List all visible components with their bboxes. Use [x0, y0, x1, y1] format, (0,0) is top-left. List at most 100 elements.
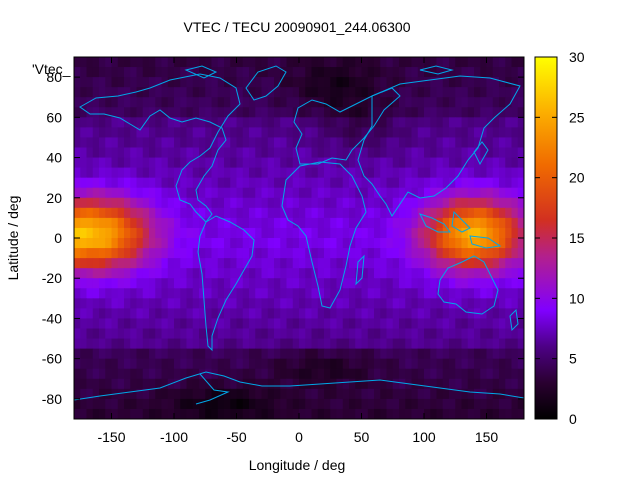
heatmap-cell — [442, 318, 450, 330]
heatmap-cell — [417, 167, 425, 179]
heatmap-cell — [161, 368, 169, 380]
heatmap-cell — [392, 298, 400, 309]
heatmap-cell — [117, 258, 125, 269]
heatmap-cell — [280, 348, 288, 360]
heatmap-cell — [167, 77, 175, 88]
heatmap-cell — [355, 77, 363, 88]
heatmap-cell — [380, 328, 388, 340]
heatmap-cell — [80, 338, 88, 350]
heatmap-cell — [299, 157, 306, 169]
heatmap-cell — [205, 167, 213, 179]
heatmap-cell — [255, 97, 263, 108]
heatmap-cell — [474, 318, 481, 330]
heatmap-cell — [267, 107, 275, 118]
heatmap-cell — [92, 157, 100, 169]
heatmap-cell — [124, 107, 131, 118]
heatmap-cell — [105, 348, 113, 360]
heatmap-cell — [311, 308, 319, 320]
heatmap-cell — [436, 248, 444, 259]
heatmap-cell — [255, 57, 263, 68]
heatmap-cell — [149, 187, 156, 199]
heatmap-cell — [292, 388, 300, 400]
heatmap-cell — [411, 368, 419, 380]
heatmap-cell — [92, 238, 100, 249]
heatmap-cell — [174, 117, 181, 128]
heatmap-cell — [361, 187, 369, 199]
heatmap-cell — [92, 77, 100, 88]
heatmap-cell — [311, 358, 319, 370]
heatmap-cell — [255, 167, 263, 179]
heatmap-cell — [217, 77, 225, 88]
heatmap-cell — [467, 378, 475, 390]
heatmap-cell — [80, 87, 88, 98]
heatmap-cell — [136, 107, 144, 118]
y-tick-label: -80 — [42, 391, 62, 407]
heatmap-cell — [280, 77, 288, 88]
heatmap-cell — [99, 167, 106, 179]
heatmap-cell — [180, 127, 188, 139]
heatmap-cell — [261, 278, 269, 289]
coast-arctic-islands — [184, 65, 454, 79]
heatmap-cell — [436, 308, 444, 320]
heatmap-cell — [205, 398, 213, 410]
heatmap-cell — [449, 197, 456, 209]
heatmap-cell — [161, 388, 169, 400]
heatmap-cell — [436, 167, 444, 179]
heatmap-cell — [311, 107, 319, 118]
heatmap-cell — [130, 368, 138, 380]
heatmap-cell — [505, 398, 513, 410]
heatmap-cell — [261, 87, 269, 98]
heatmap-cell — [186, 217, 194, 229]
heatmap-cell — [249, 107, 256, 118]
heatmap-cell — [449, 177, 456, 189]
heatmap-cell — [142, 207, 150, 219]
heatmap-cell — [205, 87, 213, 98]
heatmap-cell — [374, 157, 381, 169]
heatmap-cell — [124, 318, 131, 330]
heatmap-cell — [280, 258, 288, 269]
heatmap-cell — [267, 57, 275, 68]
heatmap-cell — [411, 348, 419, 360]
heatmap-cell — [192, 268, 200, 279]
heatmap-cell — [436, 57, 444, 68]
heatmap-cell — [349, 368, 356, 380]
heatmap-cell — [492, 77, 500, 88]
heatmap-cell — [80, 278, 88, 289]
heatmap-cell — [155, 298, 163, 309]
heatmap-cell — [292, 378, 300, 390]
heatmap-cell — [361, 388, 369, 400]
heatmap-cell — [124, 57, 131, 68]
heatmap-cell — [430, 388, 438, 400]
heatmap-cell — [86, 137, 94, 149]
heatmap-cell — [299, 238, 306, 249]
heatmap-cell — [117, 238, 125, 249]
heatmap-cell — [280, 177, 288, 189]
heatmap-cell — [474, 97, 481, 108]
heatmap-cell — [217, 207, 225, 219]
coast-greenland — [245, 65, 287, 101]
heatmap-cell — [224, 157, 231, 169]
heatmap-cell — [480, 157, 488, 169]
heatmap-cell — [442, 197, 450, 209]
heatmap-cell — [442, 278, 450, 289]
heatmap-cell — [299, 348, 306, 360]
heatmap-cell — [455, 157, 463, 169]
heatmap-cell — [142, 77, 150, 88]
heatmap-cell — [211, 147, 219, 159]
heatmap-cell — [311, 87, 319, 98]
heatmap-cell — [324, 408, 331, 419]
heatmap-cell — [405, 227, 413, 239]
heatmap-cell — [424, 57, 431, 68]
heatmap-cell — [374, 328, 381, 340]
heatmap-cell — [192, 117, 200, 128]
heatmap-cell — [411, 338, 419, 350]
heatmap-cell — [499, 57, 506, 68]
heatmap-cell — [242, 207, 250, 219]
heatmap-cell — [192, 318, 200, 330]
heatmap-cell — [117, 308, 125, 320]
heatmap-cell — [324, 268, 331, 279]
heatmap-cell — [242, 117, 250, 128]
heatmap-cell — [192, 358, 200, 370]
heatmap-cell — [161, 127, 169, 139]
